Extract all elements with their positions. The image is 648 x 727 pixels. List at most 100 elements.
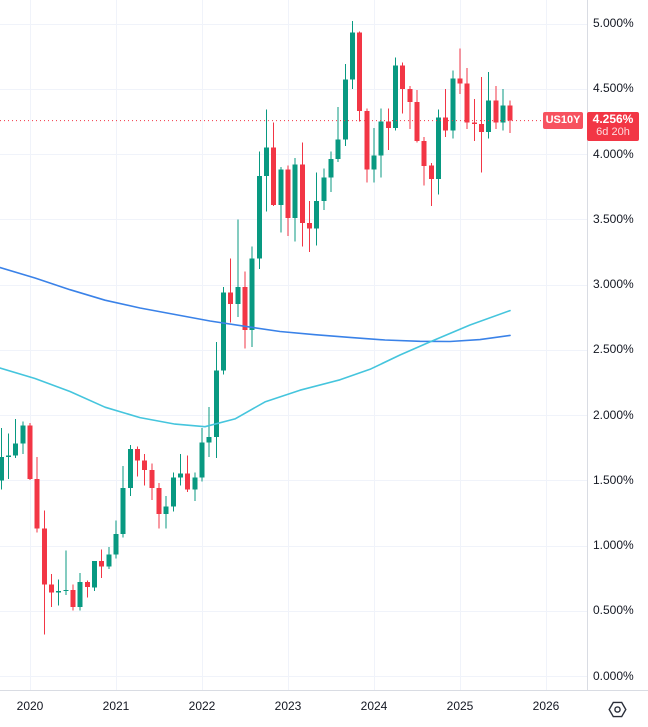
candle-body [27, 425, 33, 479]
candle [457, 48, 463, 94]
candle [507, 100, 513, 134]
price-tick-label: 4.000% [593, 146, 634, 161]
candle-body [443, 117, 449, 131]
candle [13, 418, 19, 458]
candle-body [199, 442, 205, 478]
candle-body [278, 169, 284, 205]
candle [142, 454, 148, 486]
candle-body [328, 159, 334, 178]
candle [6, 433, 11, 479]
candle-wick [230, 258, 232, 323]
candle [70, 584, 76, 611]
candle-body [264, 147, 269, 177]
price-axis-border [587, 0, 588, 727]
candle [357, 31, 363, 122]
candle [307, 201, 312, 252]
last-price-value: 4.256% [592, 112, 634, 127]
candle-body [407, 88, 413, 102]
price-tick-label: 0.000% [593, 668, 634, 683]
chart-plot-area[interactable] [0, 0, 587, 690]
candle [228, 258, 234, 323]
candle-body [49, 584, 54, 593]
candle-body [99, 561, 105, 567]
candle [371, 127, 377, 183]
candle [364, 108, 370, 183]
candle-body [192, 477, 198, 490]
gear-icon[interactable] [608, 701, 627, 718]
candle-body [393, 65, 398, 128]
candle-body [63, 589, 69, 592]
price-tick-label: 1.500% [593, 472, 634, 487]
candle [264, 109, 269, 212]
candle-wick [430, 163, 432, 207]
candle [378, 108, 384, 178]
candle-body [493, 100, 499, 123]
candle [493, 86, 499, 130]
candle-body [221, 292, 226, 371]
candle [486, 71, 492, 139]
candle-body [421, 141, 427, 166]
candle-body [450, 78, 456, 131]
candle [342, 64, 348, 147]
candle [49, 574, 54, 607]
candle-body [113, 533, 119, 555]
candle [436, 109, 441, 195]
candle [242, 271, 248, 349]
candle-body [142, 460, 148, 470]
candle-body [378, 121, 384, 156]
candle [127, 445, 133, 496]
candle-body [428, 165, 434, 179]
price-tick-label: 5.000% [593, 16, 634, 30]
price-tick-label: 2.000% [593, 407, 634, 422]
candle [170, 472, 176, 512]
candle-body [0, 456, 4, 481]
candle [321, 168, 327, 211]
candle-body [256, 176, 262, 259]
candle-wick [15, 418, 17, 458]
candle [479, 77, 484, 173]
candle-body [77, 582, 83, 607]
candle [156, 482, 162, 529]
candle-body [84, 582, 90, 588]
candle [163, 495, 169, 529]
candle-body [249, 258, 255, 331]
candle-wick [459, 48, 461, 94]
candle [443, 88, 449, 138]
candle-body [127, 448, 133, 489]
candle-body [457, 78, 463, 84]
candle [421, 137, 427, 186]
candle-body [41, 528, 47, 585]
candle [63, 550, 69, 596]
candle-body [479, 124, 484, 132]
candle [428, 163, 434, 207]
candle [178, 454, 183, 486]
candle [292, 157, 298, 242]
candle-body [271, 147, 277, 205]
time-tick-label: 2024 [360, 699, 388, 713]
price-tick-label: 2.500% [593, 342, 634, 357]
candle [34, 456, 40, 533]
candle [199, 428, 205, 482]
candle-body [371, 155, 377, 170]
candle-body [385, 121, 391, 128]
price-line-symbol-label: US10Y [543, 112, 583, 130]
candle-body [213, 370, 219, 438]
candle [350, 20, 355, 89]
price-tick-label: 3.000% [593, 277, 634, 291]
price-axis[interactable]: 5.000% 4.500% 4.000% 3.500% 3.000% 2.500% 2.00… [587, 0, 648, 690]
candle [106, 546, 112, 569]
candle [314, 172, 320, 246]
candle-body [299, 164, 305, 224]
candle-body [486, 100, 492, 132]
candle [335, 107, 341, 162]
time-axis[interactable]: 2020 2021 2022 2023 2024 2025 2026 [0, 690, 648, 727]
candle [393, 57, 398, 131]
candle-body [92, 561, 97, 588]
candle-body [170, 477, 176, 507]
time-tick-label: 2026 [532, 699, 560, 713]
candle-body [235, 287, 241, 305]
candle-body [285, 169, 291, 218]
candle [400, 62, 406, 114]
price-tick-label: 0.500% [593, 603, 634, 618]
